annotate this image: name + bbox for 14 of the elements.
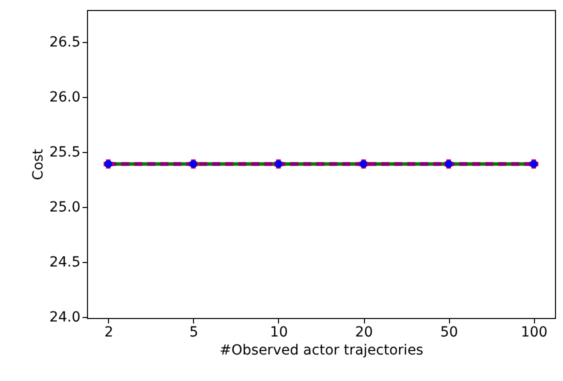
x-tick-label: 5 [189,324,198,340]
x-tick-label: 50 [440,324,458,340]
x-axis-title: #Observed actor trajectories [220,342,424,358]
y-tick-label: 26.0 [49,89,80,106]
x-tick-label: 20 [355,324,373,340]
x-tick-label: 100 [520,324,548,340]
y-axis-title: Cost [30,148,46,180]
x-tick-label: 2 [104,324,114,340]
y-tick-label: 25.5 [49,144,80,160]
y-tick-label: 24.0 [49,309,80,326]
y-tick-label: 26.5 [49,34,80,50]
y-tick-label: 25.0 [49,199,80,216]
x-tick-label: 10 [270,324,288,340]
y-tick-label: 24.5 [49,254,80,270]
